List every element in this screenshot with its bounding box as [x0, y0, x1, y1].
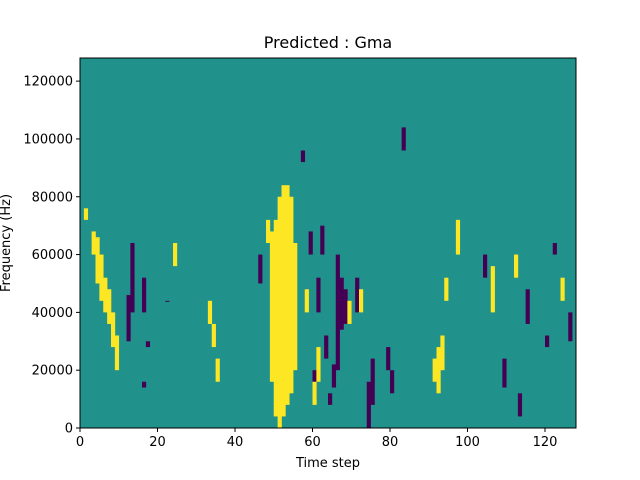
heatmap-cell-low [165, 300, 170, 302]
y-axis-label: Frequency (Hz) [0, 194, 14, 292]
heatmap-cell-high [211, 323, 216, 348]
heatmap-cell-low [130, 243, 135, 313]
heatmap-cell-high [207, 300, 213, 324]
heatmap-cell-low [483, 254, 488, 278]
heatmap-cell-high [440, 335, 445, 371]
heatmap-cell-low [126, 295, 131, 342]
heatmap-cell-low [145, 341, 151, 348]
heatmap-cell-low [320, 225, 325, 255]
heatmap-cell-high [95, 237, 100, 284]
heatmap-cell-high [432, 358, 437, 382]
heatmap-cell-high [107, 289, 112, 324]
heatmap-cell-high [293, 243, 298, 371]
heatmap [80, 58, 576, 428]
heatmap-cell-low [525, 289, 530, 324]
heatmap-background [80, 58, 576, 428]
heatmap-cell-high [455, 219, 461, 255]
heatmap-cell-high [289, 196, 294, 394]
heatmap-cell-low [568, 312, 573, 342]
heatmap-cell-low [328, 393, 333, 405]
heatmap-cell-low [316, 277, 321, 313]
y-tick-label: 120000 [23, 75, 73, 90]
heatmap-cell-high [359, 289, 364, 313]
heatmap-cell-low [517, 393, 523, 417]
heatmap-cell-high [281, 185, 286, 417]
heatmap-cell-high [91, 231, 96, 255]
x-axis: 0 20 40 60 80 100 120 [76, 428, 558, 450]
heatmap-cell-low [343, 289, 348, 324]
x-tick-label: 60 [304, 435, 321, 450]
heatmap-cell-high [436, 347, 441, 394]
y-tick-label: 20000 [32, 364, 73, 379]
heatmap-cell-low [386, 347, 391, 371]
heatmap-cell-high [514, 254, 519, 278]
heatmap-cell-high [111, 312, 116, 348]
chart-title: Predicted : Gma [264, 33, 392, 52]
heatmap-cell-high [304, 289, 309, 313]
heatmap-cell-low [331, 364, 337, 388]
heatmap-cell-high [444, 277, 449, 301]
heatmap-cell-high [273, 219, 278, 417]
x-axis-label: Time step [295, 456, 360, 471]
y-tick-label: 0 [65, 422, 73, 437]
y-tick-label: 60000 [32, 248, 73, 263]
heatmap-cell-low [366, 381, 371, 428]
heatmap-cell-high [316, 347, 321, 382]
heatmap-cell-low [335, 254, 340, 371]
heatmap-cell-low [339, 277, 344, 330]
heatmap-cell-low [545, 335, 550, 348]
y-tick-label: 100000 [23, 132, 73, 147]
heatmap-cell-high [83, 208, 89, 220]
heatmap-cell-high [277, 196, 282, 428]
x-tick-label: 120 [533, 435, 558, 450]
heatmap-cell-low [370, 358, 375, 405]
heatmap-cell-low [324, 335, 329, 359]
heatmap-cell-low [300, 150, 306, 163]
heatmap-cell-high [173, 243, 178, 267]
x-tick-label: 100 [455, 435, 480, 450]
y-tick-label: 40000 [32, 306, 73, 321]
heatmap-cell-low [502, 358, 507, 388]
heatmap-cell-low [308, 231, 313, 255]
x-tick-label: 40 [227, 435, 244, 450]
heatmap-cell-low [142, 277, 147, 313]
x-tick-label: 0 [76, 435, 84, 450]
y-tick-label: 80000 [32, 190, 73, 205]
heatmap-cell-high [103, 277, 108, 313]
x-tick-label: 80 [382, 435, 399, 450]
heatmap-cell-high [99, 254, 104, 301]
heatmap-cell-high [269, 231, 275, 382]
heatmap-cell-high [347, 300, 352, 324]
heatmap-cell-high [312, 381, 317, 405]
heatmap-cell-high [285, 185, 290, 405]
plot-frame [79, 57, 577, 429]
heatmap-cell-low [258, 254, 263, 284]
y-axis: 0 20000 40000 60000 80000 100000 120000 [23, 75, 80, 437]
heatmap-cell-high [114, 335, 120, 371]
heatmap-cell-high [560, 277, 565, 301]
x-tick-label: 20 [149, 435, 166, 450]
heatmap-cell-high [490, 266, 495, 313]
heatmap-cell-low [390, 370, 395, 394]
heatmap-cell-low [142, 381, 147, 388]
heatmap-cell-low [552, 243, 557, 255]
heatmap-cell-high [266, 219, 271, 243]
heatmap-cell-low [355, 277, 360, 313]
heatmap-cell-low [401, 127, 406, 151]
heatmap-cell-high [215, 358, 220, 382]
